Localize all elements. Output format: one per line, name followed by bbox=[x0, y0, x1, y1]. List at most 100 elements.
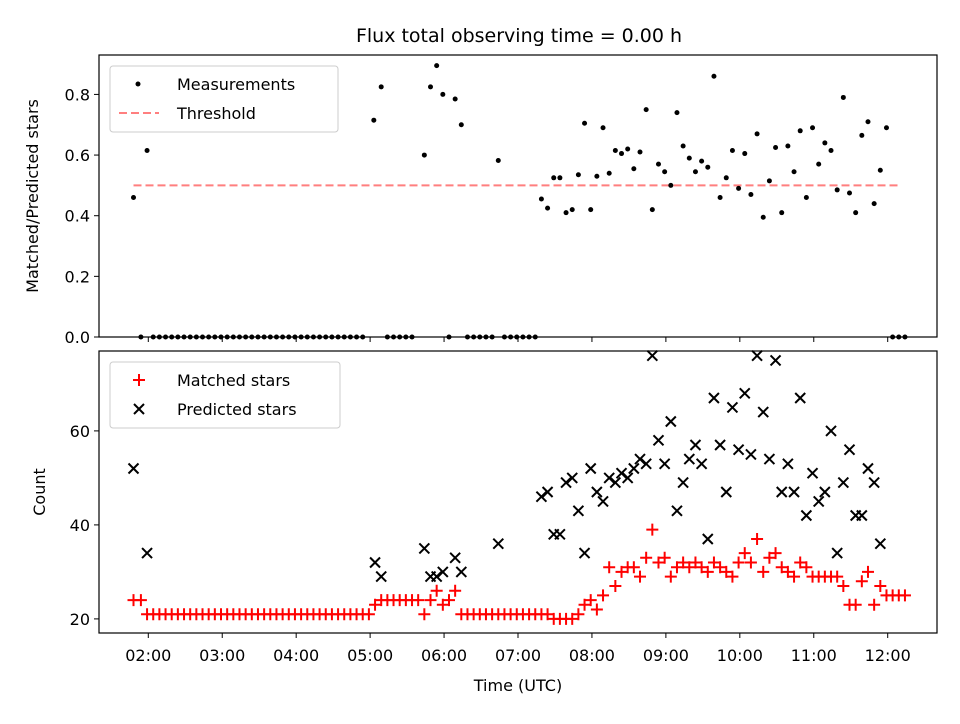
x-tick-label: 06:00 bbox=[421, 646, 467, 665]
measurements-point bbox=[495, 158, 501, 164]
matched-stars-point bbox=[788, 570, 801, 583]
measurements-point bbox=[748, 191, 754, 197]
matched-stars-point bbox=[664, 570, 677, 583]
predicted-stars-point bbox=[800, 509, 813, 522]
measurements-point bbox=[428, 84, 434, 90]
predicted-stars-point bbox=[695, 458, 708, 470]
predicted-stars-point bbox=[572, 505, 585, 517]
matched-stars-point bbox=[615, 565, 628, 578]
measurements-point bbox=[840, 94, 846, 100]
ratio-legend-box bbox=[109, 65, 339, 133]
predicted-stars-point bbox=[856, 509, 868, 522]
measurements-point bbox=[822, 140, 828, 146]
y-tick-label: 0.0 bbox=[65, 328, 90, 347]
matched-stars-point bbox=[701, 565, 714, 578]
measurements-point bbox=[816, 161, 822, 167]
matched-stars-point bbox=[572, 608, 585, 621]
legend-measurements-marker bbox=[135, 81, 141, 87]
measurements-point bbox=[711, 73, 717, 79]
measurements-point bbox=[736, 185, 742, 191]
predicted-stars-point bbox=[677, 476, 689, 489]
matched-stars-point bbox=[541, 608, 554, 621]
y-tick-label: 0.6 bbox=[65, 146, 90, 165]
measurements-point bbox=[440, 91, 446, 97]
count-marks bbox=[127, 349, 911, 625]
matched-stars-point bbox=[757, 565, 770, 578]
x-tick-label: 07:00 bbox=[495, 646, 541, 665]
measurements-point bbox=[834, 187, 840, 193]
measurements-point bbox=[797, 128, 803, 134]
ratio-y-axis-label: Matched/Predicted stars bbox=[23, 99, 42, 293]
predicted-stars-point bbox=[702, 533, 714, 545]
predicted-stars-point bbox=[751, 349, 763, 362]
ratio-panel: 0.00.20.40.60.8 Matched/Predicted stars … bbox=[23, 54, 938, 347]
measurements-point bbox=[766, 178, 772, 184]
measurements-point bbox=[859, 132, 865, 138]
predicted-stars-point bbox=[603, 472, 615, 484]
x-tick-label: 11:00 bbox=[791, 646, 837, 665]
measurements-point bbox=[773, 144, 779, 150]
measurements-point bbox=[828, 148, 834, 154]
measurements-point bbox=[371, 117, 377, 123]
y-tick-label: 0.8 bbox=[65, 85, 90, 104]
measurements-point bbox=[785, 143, 791, 149]
measurements-point bbox=[452, 96, 458, 102]
predicted-stars-point bbox=[634, 453, 646, 465]
predicted-stars-point bbox=[837, 476, 850, 489]
measurements-point bbox=[754, 131, 760, 137]
predicted-stars-point bbox=[430, 570, 443, 583]
predicted-stars-point bbox=[732, 443, 745, 456]
predicted-stars-point bbox=[621, 472, 634, 484]
matched-stars-point bbox=[442, 594, 455, 607]
measurements-point bbox=[631, 166, 637, 172]
matched-stars-point bbox=[775, 561, 788, 574]
matched-stars-point bbox=[751, 533, 764, 545]
predicted-stars-point bbox=[640, 458, 652, 470]
matched-stars-point bbox=[874, 580, 887, 592]
y-tick-label: 20 bbox=[70, 610, 90, 629]
predicted-stars-point bbox=[714, 439, 726, 451]
predicted-stars-point bbox=[566, 472, 578, 484]
measurements-point bbox=[717, 195, 723, 201]
predicted-stars-point bbox=[683, 453, 696, 465]
matched-stars-point bbox=[597, 589, 610, 602]
measurements-point bbox=[791, 169, 797, 175]
predicted-stars-point bbox=[369, 556, 381, 569]
measurements-point bbox=[421, 152, 427, 158]
predicted-stars-point bbox=[418, 542, 431, 555]
predicted-stars-point bbox=[665, 415, 677, 428]
legend-predicted-label: Predicted stars bbox=[177, 400, 297, 419]
measurements-point bbox=[729, 148, 735, 154]
measurements-point bbox=[594, 173, 600, 179]
measurements-point bbox=[569, 207, 575, 213]
measurements-point bbox=[674, 110, 680, 116]
y-tick-label: 0.4 bbox=[65, 207, 90, 226]
matched-stars-point bbox=[677, 556, 690, 569]
count-legend-box bbox=[109, 361, 341, 429]
predicted-stars-point bbox=[141, 547, 153, 559]
measurements-point bbox=[705, 164, 711, 170]
measurements-point bbox=[865, 119, 871, 125]
predicted-stars-point bbox=[591, 486, 603, 498]
matched-stars-point bbox=[714, 561, 727, 574]
matched-stars-point bbox=[652, 556, 665, 569]
predicted-stars-point bbox=[535, 490, 548, 503]
matched-stars-point bbox=[584, 594, 597, 607]
predicted-stars-point bbox=[689, 439, 702, 451]
predicted-stars-point bbox=[757, 406, 769, 418]
y-tick-label: 0.2 bbox=[65, 267, 90, 286]
y-tick-label: 60 bbox=[70, 422, 90, 441]
matched-stars-point bbox=[362, 608, 375, 621]
ratio-y-ticks: 0.0 0.2 0.4 0.6 0.8 bbox=[65, 85, 99, 347]
predicted-stars-point bbox=[449, 552, 461, 564]
measurements-point bbox=[853, 210, 859, 216]
measurements-point bbox=[612, 148, 618, 154]
measurements-point bbox=[883, 125, 889, 131]
matched-stars-point bbox=[578, 598, 591, 611]
matched-stars-point bbox=[369, 598, 382, 611]
predicted-stars-point bbox=[812, 495, 825, 508]
measurements-point bbox=[643, 107, 649, 113]
measurements-point bbox=[779, 210, 785, 216]
measurements-point bbox=[871, 201, 877, 207]
